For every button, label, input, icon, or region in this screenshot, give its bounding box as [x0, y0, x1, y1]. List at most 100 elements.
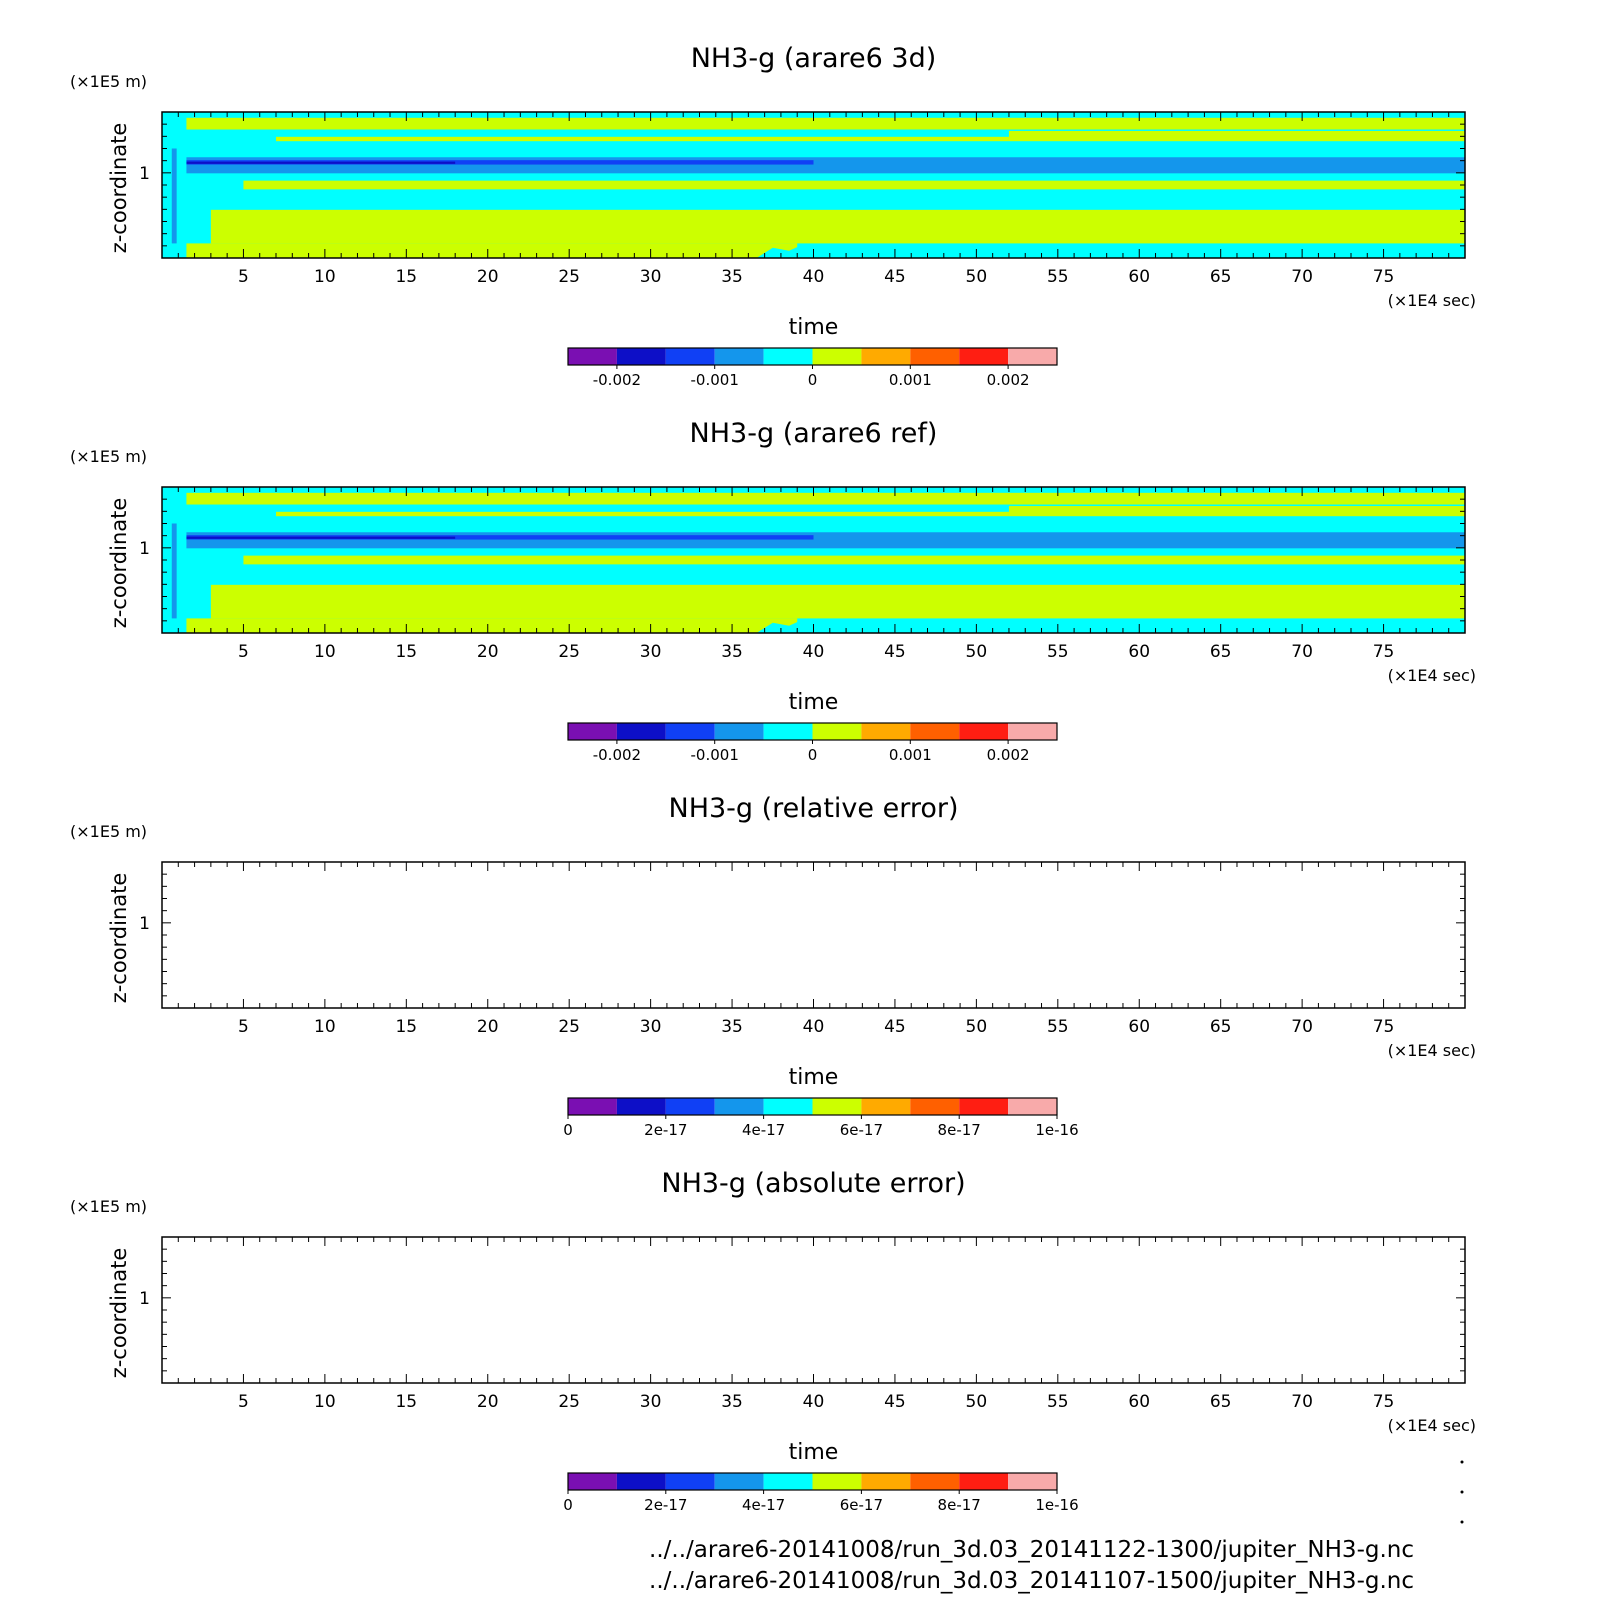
colorbar-swatch — [568, 1098, 617, 1115]
x-tick-label: 15 — [395, 1392, 417, 1412]
colorbar-swatch — [616, 723, 666, 740]
y-axis-label: z-coordinate — [107, 498, 131, 629]
colorbar-tick-label: 6e-17 — [840, 1496, 883, 1514]
x-tick-label: 60 — [1128, 267, 1150, 287]
colorbar-swatch — [959, 1473, 1009, 1490]
x-tick-label: 75 — [1373, 1392, 1395, 1412]
panel-2: NH3-g (arare6 ref)(×1E5 m)5 10 15 20 25 30 35 4… — [70, 418, 1476, 764]
x-tick-label: 5 — [238, 267, 249, 287]
contour-field — [162, 487, 1465, 633]
x-tick-label: 35 — [721, 1392, 743, 1412]
colorbar-tick-label: 0.001 — [889, 746, 932, 764]
stray-dot — [1460, 1460, 1464, 1464]
colorbar-swatch — [568, 723, 617, 740]
x-tick-label: 70 — [1291, 267, 1313, 287]
x-axis-label: time — [789, 1440, 839, 1465]
y-unit-label: (×1E5 m) — [70, 447, 147, 466]
colorbar-tick-label: -0.001 — [691, 371, 739, 389]
colorbar-swatch — [1008, 348, 1057, 365]
y-tick-label: 1 — [139, 539, 150, 559]
colorbar-tick-label: 8e-17 — [938, 1121, 981, 1139]
footer-file-path-2: ../../arare6-20141008/run_3d.03_20141107… — [649, 1568, 1414, 1594]
colorbar-swatch — [910, 723, 960, 740]
x-tick-label: 75 — [1373, 642, 1395, 662]
y-unit-label: (×1E5 m) — [70, 1197, 147, 1216]
x-tick-label: 25 — [558, 1392, 580, 1412]
x-tick-marks — [177, 487, 1450, 633]
x-tick-label: 50 — [966, 267, 988, 287]
colorbar-swatch — [812, 1098, 862, 1115]
colorbar-swatch — [568, 348, 617, 365]
x-tick-label: 65 — [1210, 1017, 1232, 1037]
x-tick-label: 45 — [884, 1017, 906, 1037]
x-tick-label: 55 — [1047, 1017, 1069, 1037]
x-tick-label: 65 — [1210, 642, 1232, 662]
x-tick-label: 45 — [884, 267, 906, 287]
colorbar-tick-label: 0 — [563, 1496, 573, 1514]
x-tick-label: 50 — [966, 1392, 988, 1412]
x-tick-label: 35 — [721, 642, 743, 662]
y-tick-marks — [162, 498, 1465, 622]
colorbar-swatch — [812, 723, 862, 740]
x-tick-label: 15 — [395, 267, 417, 287]
colorbar-tick-label: 0 — [563, 1121, 573, 1139]
x-tick-label: 30 — [640, 1392, 662, 1412]
x-tick-label: 30 — [640, 642, 662, 662]
y-tick-marks — [162, 873, 1465, 997]
colorbar-swatch — [714, 348, 764, 365]
x-unit-label: (×1E4 sec) — [1388, 666, 1476, 685]
x-tick-label: 10 — [314, 267, 336, 287]
x-tick-label: 65 — [1210, 267, 1232, 287]
band-yellow-lower — [210, 209, 1465, 244]
x-tick-label: 35 — [721, 1017, 743, 1037]
colorbar: -0.002 -0.001 0 0.001 0.002 — [567, 722, 1058, 764]
panel-3: NH3-g (relative error)(×1E5 m)5 10 15 20 25 3… — [70, 793, 1476, 1139]
band-darkblue-streak — [170, 160, 814, 165]
x-unit-label: (×1E4 sec) — [1388, 1416, 1476, 1435]
x-axis-label: time — [789, 690, 839, 715]
panel-title: NH3-g (absolute error) — [661, 1168, 965, 1199]
colorbar-tick-label: 6e-17 — [840, 1121, 883, 1139]
colorbar-tick-label: 4e-17 — [742, 1121, 785, 1139]
x-tick-label: 25 — [558, 1017, 580, 1037]
left-edge-blue — [171, 148, 177, 244]
x-unit-label: (×1E4 sec) — [1388, 291, 1476, 310]
plot-frame — [161, 861, 1466, 1009]
colorbar-tick-label: -0.002 — [593, 746, 641, 764]
colorbar-swatch — [616, 1098, 666, 1115]
x-tick-label: 35 — [721, 267, 743, 287]
band-yellow-lower — [210, 584, 1465, 619]
band-blue-mid — [162, 532, 1465, 549]
colorbar-swatch — [714, 1473, 764, 1490]
left-edge-blue — [171, 523, 177, 619]
y-tick-label: 1 — [139, 164, 150, 184]
panel-4: NH3-g (absolute error)(×1E5 m)5 10 15 20 25 3… — [70, 1168, 1476, 1514]
colorbar-swatch — [910, 1473, 960, 1490]
x-tick-label: 30 — [640, 1017, 662, 1037]
x-tick-label: 40 — [803, 642, 825, 662]
y-tick-label: 1 — [139, 914, 150, 934]
x-tick-label: 5 — [238, 642, 249, 662]
colorbar-tick-label: -0.002 — [593, 371, 641, 389]
colorbar-swatch — [1008, 1098, 1057, 1115]
x-tick-label: 15 — [395, 1017, 417, 1037]
colorbar-tick-label: 4e-17 — [742, 1496, 785, 1514]
band-yellow-upper-late — [1008, 505, 1465, 517]
x-tick-label: 70 — [1291, 1392, 1313, 1412]
colorbar-swatch — [665, 348, 715, 365]
colorbar: 0 2e-17 4e-17 6e-17 8e-17 1e-16 — [563, 1472, 1079, 1514]
panel-title: NH3-g (arare6 ref) — [690, 418, 938, 449]
edge-irregular-patch — [756, 243, 814, 258]
x-tick-marks — [177, 1237, 1450, 1383]
band-yellow-bottom-left — [162, 243, 798, 258]
contour-field — [162, 112, 1465, 258]
colorbar-swatch — [861, 1473, 911, 1490]
colorbar-swatch — [910, 1098, 960, 1115]
x-tick-label: 75 — [1373, 267, 1395, 287]
band-navy-streak — [178, 536, 456, 539]
band-yellow-upper-late — [1008, 130, 1465, 142]
x-tick-label: 40 — [803, 267, 825, 287]
x-tick-label: 70 — [1291, 1017, 1313, 1037]
colorbar-swatch — [861, 723, 911, 740]
colorbar-swatch — [665, 723, 715, 740]
